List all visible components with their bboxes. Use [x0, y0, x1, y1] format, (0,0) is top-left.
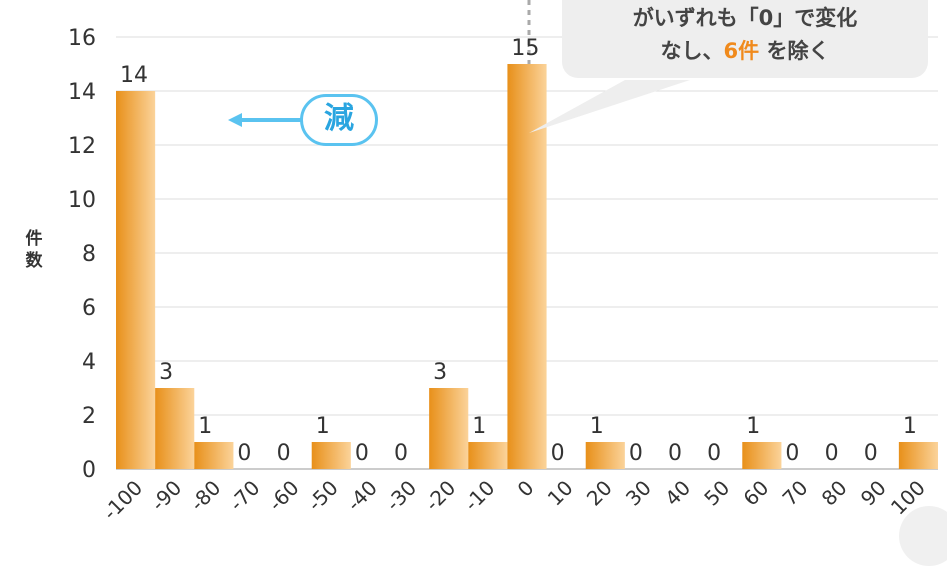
callout-line-2-post: を除く — [759, 39, 830, 63]
x-tick-label: -40 — [342, 476, 382, 516]
y-tick-label: 6 — [82, 296, 96, 321]
data-label: 1 — [903, 414, 917, 439]
data-label: 1 — [198, 414, 212, 439]
y-axis-label: 件数 — [25, 229, 43, 271]
bar — [116, 91, 156, 469]
x-tick-label: 70 — [778, 476, 813, 511]
x-tick-label: -70 — [224, 476, 264, 516]
y-tick-label: 4 — [82, 350, 96, 375]
callout-text: がいずれも「0」で変化 なし、6件 を除く — [562, 2, 928, 68]
data-label: 0 — [707, 441, 721, 466]
data-label: 1 — [472, 414, 486, 439]
callout-highlight: 6件 — [723, 39, 760, 63]
data-label: 0 — [394, 441, 408, 466]
data-label: 3 — [433, 360, 447, 385]
x-tick-label: 10 — [543, 476, 578, 511]
bars — [116, 64, 938, 469]
bar — [468, 442, 508, 469]
bar — [507, 64, 547, 469]
bar — [194, 442, 234, 469]
data-label: 1 — [316, 414, 330, 439]
callout-line-1: がいずれも「0」で変化 — [632, 6, 858, 30]
data-label: 14 — [120, 63, 148, 88]
x-tick-label: 90 — [856, 476, 891, 511]
bar — [585, 442, 625, 469]
x-tick-label: -90 — [146, 476, 186, 516]
y-tick-label: 0 — [82, 458, 96, 483]
x-tick-label: -50 — [303, 476, 343, 516]
data-label: 0 — [277, 441, 291, 466]
y-tick-label: 14 — [68, 80, 96, 105]
y-tick-label: 10 — [68, 188, 96, 213]
x-tick-label: -30 — [381, 476, 421, 516]
x-tick-label: 40 — [660, 476, 695, 511]
x-tick-label: 80 — [817, 476, 852, 511]
callout-box: がいずれも「0」で変化 なし、6件 を除く — [562, 0, 928, 78]
data-label: 0 — [355, 441, 369, 466]
corner-decoration — [899, 506, 947, 566]
data-label: 0 — [237, 441, 251, 466]
x-tick-label: 30 — [621, 476, 656, 511]
x-tick-label: -60 — [264, 476, 304, 516]
y-tick-label: 12 — [68, 134, 96, 159]
x-tick-label: 0 — [513, 476, 539, 502]
data-label: 1 — [746, 414, 760, 439]
callout-line-2: なし、6件 を除く — [562, 35, 928, 68]
y-tick-labels: 0 2 4 6 8 10 12 14 16 — [68, 26, 96, 483]
x-tick-labels: -100 -90 -80 -70 -60 -50 -40 -30 -20 -10 0 10 20 30 40… — [98, 476, 930, 525]
data-label: 0 — [825, 441, 839, 466]
callout-pointer — [529, 80, 690, 133]
data-label: 0 — [629, 441, 643, 466]
data-label: 0 — [551, 441, 565, 466]
x-tick-label: 20 — [582, 476, 617, 511]
data-label: 1 — [590, 414, 604, 439]
data-label: 3 — [159, 360, 173, 385]
bar — [742, 442, 782, 469]
decrease-badge: 減 — [300, 94, 378, 146]
bar — [155, 388, 195, 469]
x-tick-label: -100 — [98, 476, 147, 525]
x-tick-label: -10 — [459, 476, 499, 516]
x-tick-label: -20 — [420, 476, 460, 516]
x-tick-label: 50 — [699, 476, 734, 511]
bar — [429, 388, 469, 469]
left-arrow-icon — [228, 113, 304, 127]
data-label: 0 — [668, 441, 682, 466]
y-tick-label: 16 — [68, 26, 96, 51]
x-tick-label: -80 — [185, 476, 225, 516]
bar — [311, 442, 351, 469]
data-label: 0 — [864, 441, 878, 466]
bar — [898, 442, 938, 469]
y-tick-label: 8 — [82, 242, 96, 267]
y-tick-label: 2 — [82, 404, 96, 429]
callout-line-2-pre: なし、 — [660, 39, 724, 63]
data-label: 0 — [785, 441, 799, 466]
data-label: 15 — [511, 36, 539, 61]
chart-stage: 0 2 4 6 8 10 12 14 16 -100 -90 -80 -70 -60 -50 -40 -30-… — [25, 0, 947, 566]
x-tick-label: 60 — [738, 476, 773, 511]
